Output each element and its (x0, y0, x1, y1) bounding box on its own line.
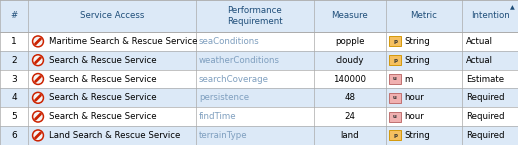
Circle shape (34, 131, 42, 139)
Text: Estimate: Estimate (466, 75, 504, 84)
Text: 1: 1 (11, 37, 17, 46)
FancyBboxPatch shape (389, 130, 401, 140)
Circle shape (34, 75, 42, 83)
Text: Required: Required (466, 93, 505, 102)
Circle shape (34, 56, 42, 64)
Text: 6: 6 (11, 131, 17, 140)
Text: m: m (404, 75, 412, 84)
Text: Required: Required (466, 112, 505, 121)
Text: Land Search & Rescue Service: Land Search & Rescue Service (49, 131, 180, 140)
Bar (0, 88, 518, 107)
Text: terrainType: terrainType (199, 131, 248, 140)
Text: findTime: findTime (199, 112, 237, 121)
Text: Actual: Actual (466, 37, 493, 46)
Text: 3: 3 (11, 75, 17, 84)
Text: 2: 2 (11, 56, 17, 65)
FancyBboxPatch shape (389, 36, 401, 46)
Bar (0, 51, 518, 70)
Text: Performance
Requirement: Performance Requirement (227, 6, 283, 26)
Text: u: u (393, 95, 397, 100)
Circle shape (34, 37, 42, 45)
FancyBboxPatch shape (389, 55, 401, 65)
Circle shape (34, 113, 42, 120)
Text: p: p (393, 133, 397, 138)
Text: Required: Required (466, 131, 505, 140)
Bar (0, 32, 518, 51)
Text: String: String (404, 37, 430, 46)
Text: 24: 24 (344, 112, 355, 121)
Circle shape (33, 130, 44, 141)
Text: p: p (393, 39, 397, 44)
Text: weatherConditions: weatherConditions (199, 56, 280, 65)
FancyBboxPatch shape (389, 74, 401, 84)
Text: ▲: ▲ (510, 5, 514, 10)
Text: Maritime Search & Rescue Service: Maritime Search & Rescue Service (49, 37, 197, 46)
Text: Metric: Metric (411, 11, 437, 20)
Text: #: # (10, 11, 18, 20)
Text: seaConditions: seaConditions (199, 37, 260, 46)
Text: Search & Rescue Service: Search & Rescue Service (49, 112, 156, 121)
Text: hour: hour (404, 112, 424, 121)
Bar (0, 126, 518, 145)
Text: searchCoverage: searchCoverage (199, 75, 269, 84)
Text: String: String (404, 56, 430, 65)
Text: Search & Rescue Service: Search & Rescue Service (49, 93, 156, 102)
Text: Actual: Actual (466, 56, 493, 65)
Text: 140000: 140000 (334, 75, 367, 84)
Text: cloudy: cloudy (336, 56, 364, 65)
Text: u: u (393, 77, 397, 81)
Text: Intention: Intention (471, 11, 509, 20)
Bar (0, 107, 518, 126)
Text: Search & Rescue Service: Search & Rescue Service (49, 56, 156, 65)
Circle shape (33, 55, 44, 66)
Text: hour: hour (404, 93, 424, 102)
FancyBboxPatch shape (389, 112, 401, 122)
Text: 5: 5 (11, 112, 17, 121)
Text: String: String (404, 131, 430, 140)
Bar (0, 70, 518, 88)
Text: 4: 4 (11, 93, 17, 102)
Text: persistence: persistence (199, 93, 249, 102)
Text: Service Access: Service Access (80, 11, 144, 20)
Circle shape (33, 111, 44, 122)
Circle shape (33, 74, 44, 85)
FancyBboxPatch shape (389, 93, 401, 103)
Circle shape (33, 36, 44, 47)
Circle shape (33, 92, 44, 103)
Text: u: u (393, 114, 397, 119)
Text: 48: 48 (344, 93, 355, 102)
Circle shape (34, 94, 42, 102)
Text: Search & Rescue Service: Search & Rescue Service (49, 75, 156, 84)
Text: p: p (393, 58, 397, 63)
Text: popple: popple (335, 37, 365, 46)
Bar (0, 0, 518, 32)
Text: land: land (341, 131, 359, 140)
Text: Measure: Measure (332, 11, 368, 20)
